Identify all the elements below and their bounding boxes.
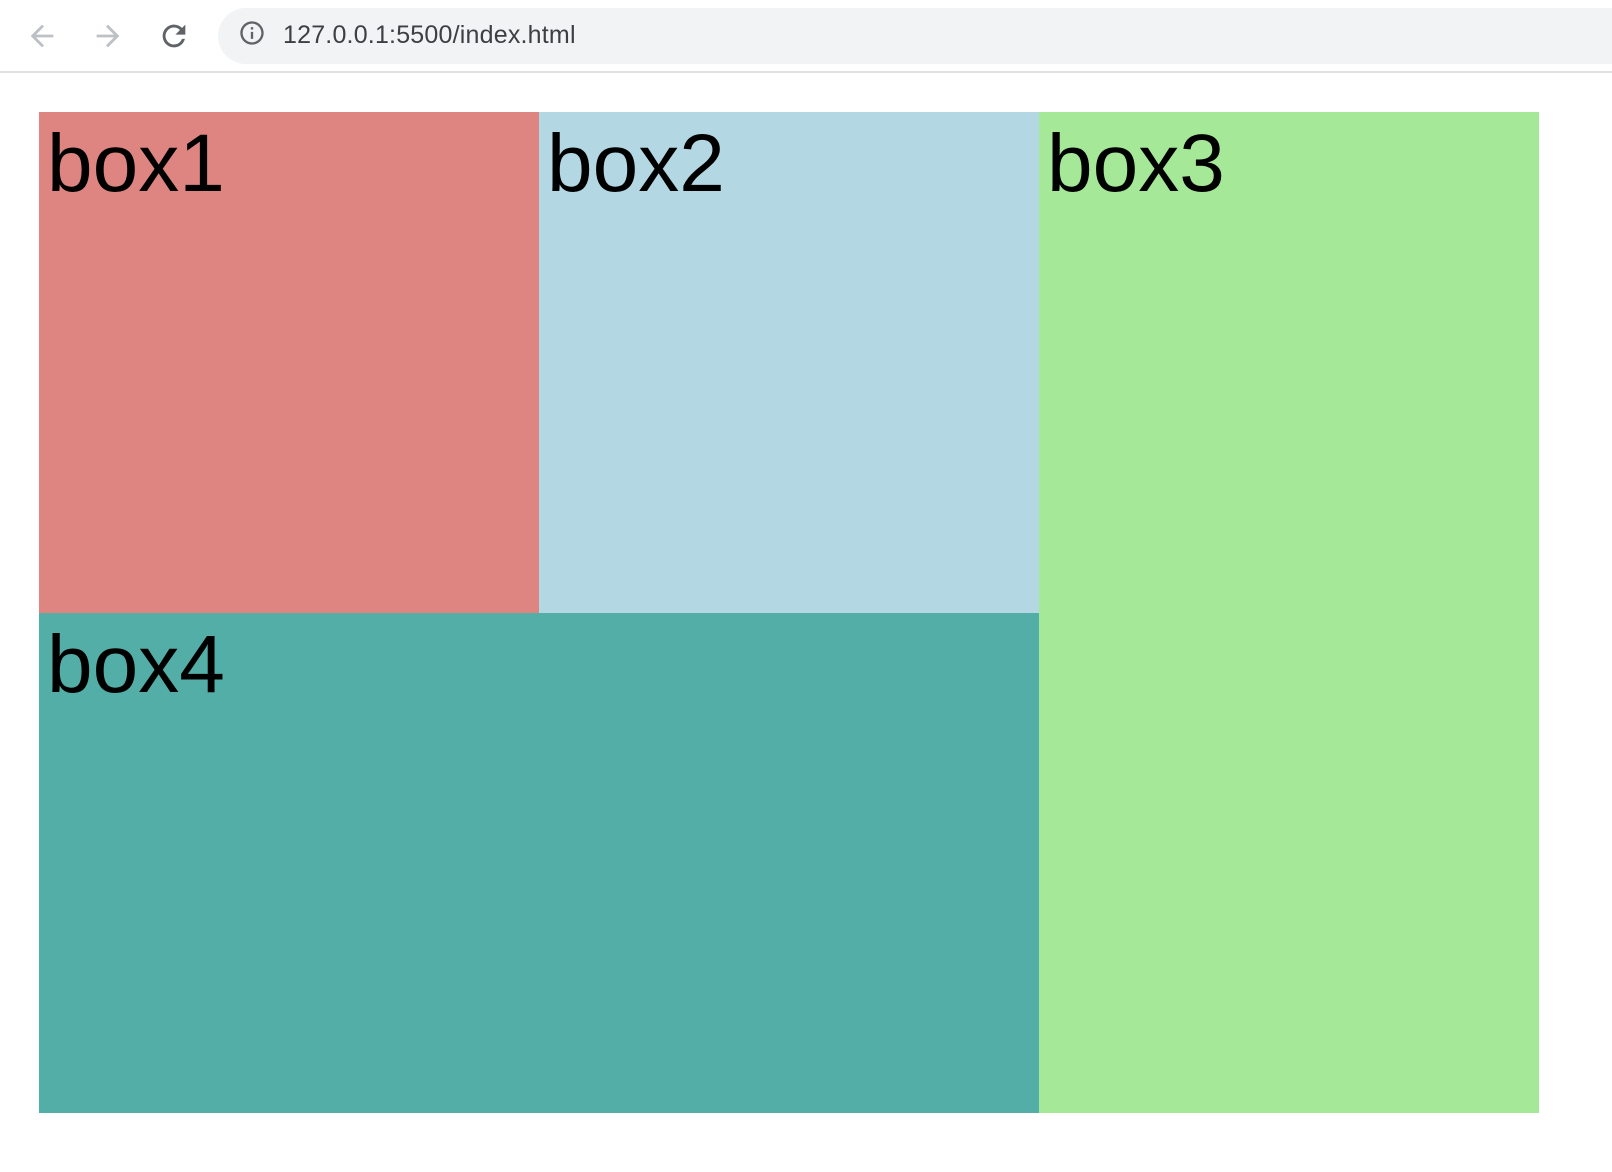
box4: box4 bbox=[39, 613, 1039, 1113]
box4-label: box4 bbox=[47, 619, 225, 710]
box2-label: box2 bbox=[547, 118, 725, 209]
forward-arrow-icon bbox=[91, 19, 125, 53]
back-arrow-icon bbox=[25, 19, 59, 53]
box-grid: box1 box2 box3 box4 bbox=[39, 112, 1539, 1113]
reload-icon bbox=[157, 19, 191, 53]
url-text: 127.0.0.1:5500/index.html bbox=[283, 21, 576, 49]
box3: box3 bbox=[1039, 112, 1539, 1113]
browser-toolbar: 127.0.0.1:5500/index.html bbox=[0, 0, 1612, 73]
page-content: box1 box2 box3 box4 bbox=[0, 112, 1612, 1172]
reload-button[interactable] bbox=[150, 12, 198, 60]
box1: box1 bbox=[39, 112, 539, 613]
url-bar[interactable]: 127.0.0.1:5500/index.html bbox=[218, 7, 1612, 64]
back-button[interactable] bbox=[18, 12, 66, 60]
forward-button[interactable] bbox=[84, 12, 132, 60]
box1-label: box1 bbox=[47, 118, 225, 209]
box3-label: box3 bbox=[1047, 118, 1225, 209]
info-icon bbox=[238, 19, 266, 52]
box2: box2 bbox=[539, 112, 1039, 613]
site-info-button[interactable] bbox=[238, 19, 266, 52]
